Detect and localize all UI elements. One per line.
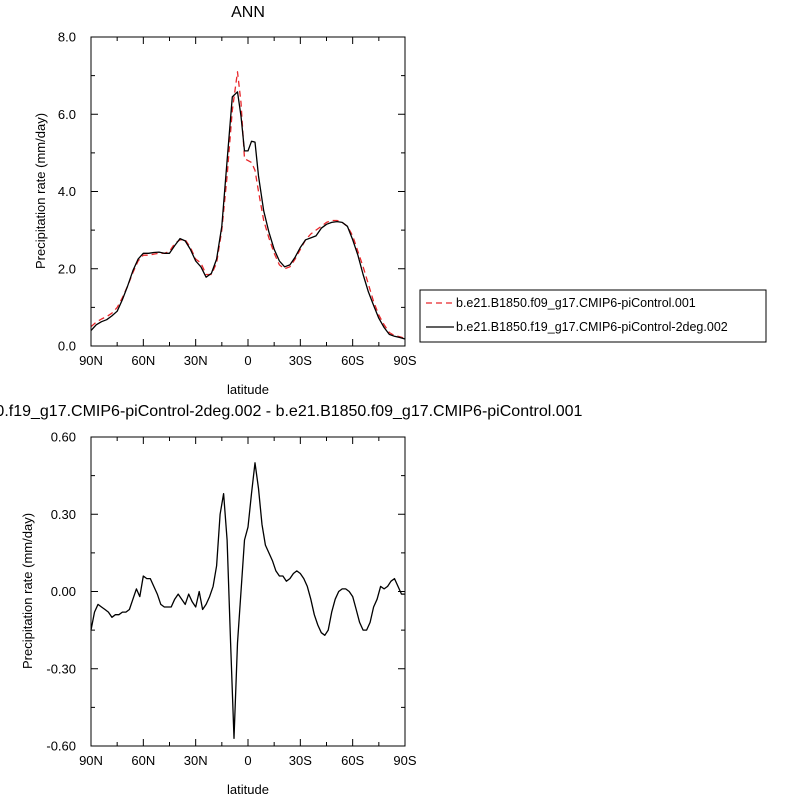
legend-label-test: b.e21.B1850.f19_g17.CMIP6-piControl-2deg…: [456, 320, 728, 334]
bottom-panel-xlabel: latitude: [227, 782, 269, 797]
x-tick-label-1-4: 30S: [289, 753, 312, 768]
series-line-0-1: [91, 92, 405, 339]
x-tick-label-1-5: 60S: [341, 753, 364, 768]
x-tick-label-1-2: 30N: [184, 753, 208, 768]
x-tick-label-0-2: 30N: [184, 353, 208, 368]
top-panel: ANN latitude Precipitation rate (mm/day)…: [33, 4, 417, 397]
y-tick-label-1-1: -0.30: [46, 661, 76, 676]
x-tick-label-0-0: 90N: [79, 353, 103, 368]
y-tick-label-0-0: 0.0: [58, 339, 76, 354]
y-tick-label-0-2: 4.0: [58, 184, 76, 199]
top-panel-marks: 90N 60N 30N 0 30S 60S 90S 0.0 2.0 4.0 6.0 8.0: [58, 30, 417, 369]
y-tick-label-0-4: 8.0: [58, 30, 76, 45]
x-tick-label-0-1: 60N: [131, 353, 155, 368]
series-line-0-0: [91, 72, 405, 339]
y-tick-label-0-1: 2.0: [58, 261, 76, 276]
x-tick-label-0-5: 60S: [341, 353, 364, 368]
bottom-panel-marks: 90N 60N 30N 0 30S 60S 90S -0.60 -0.30 0.00 0.30 0.6…: [46, 430, 417, 769]
x-tick-label-1-1: 60N: [131, 753, 155, 768]
y-tick-label-1-0: -0.60: [46, 739, 76, 754]
x-tick-label-1-3: 0: [244, 753, 251, 768]
top-panel-title: ANN: [231, 4, 265, 21]
x-tick-label-1-0: 90N: [79, 753, 103, 768]
series-line-1-0: [91, 463, 405, 739]
y-tick-label-0-3: 6.0: [58, 107, 76, 122]
x-tick-label-0-4: 30S: [289, 353, 312, 368]
y-tick-label-1-2: 0.00: [51, 584, 76, 599]
x-tick-label-1-6: 90S: [393, 753, 416, 768]
y-tick-label-1-4: 0.60: [51, 430, 76, 445]
bottom-panel-ylabel: Precipitation rate (mm/day): [20, 513, 35, 669]
x-tick-label-0-6: 90S: [393, 353, 416, 368]
x-tick-label-0-3: 0: [244, 353, 251, 368]
top-panel-ylabel: Precipitation rate (mm/day): [33, 113, 48, 269]
bottom-panel-title: b.e21.B1850.f19_g17.CMIP6-piControl-2deg…: [0, 403, 583, 420]
legend: b.e21.B1850.f09_g17.CMIP6-piControl.001 …: [420, 290, 766, 342]
top-panel-xlabel: latitude: [227, 382, 269, 397]
legend-label-control: b.e21.B1850.f09_g17.CMIP6-piControl.001: [456, 296, 696, 310]
y-tick-label-1-3: 0.30: [51, 507, 76, 522]
bottom-panel: b.e21.B1850.f19_g17.CMIP6-piControl-2deg…: [0, 403, 583, 797]
plot-frame-0: [91, 37, 405, 346]
